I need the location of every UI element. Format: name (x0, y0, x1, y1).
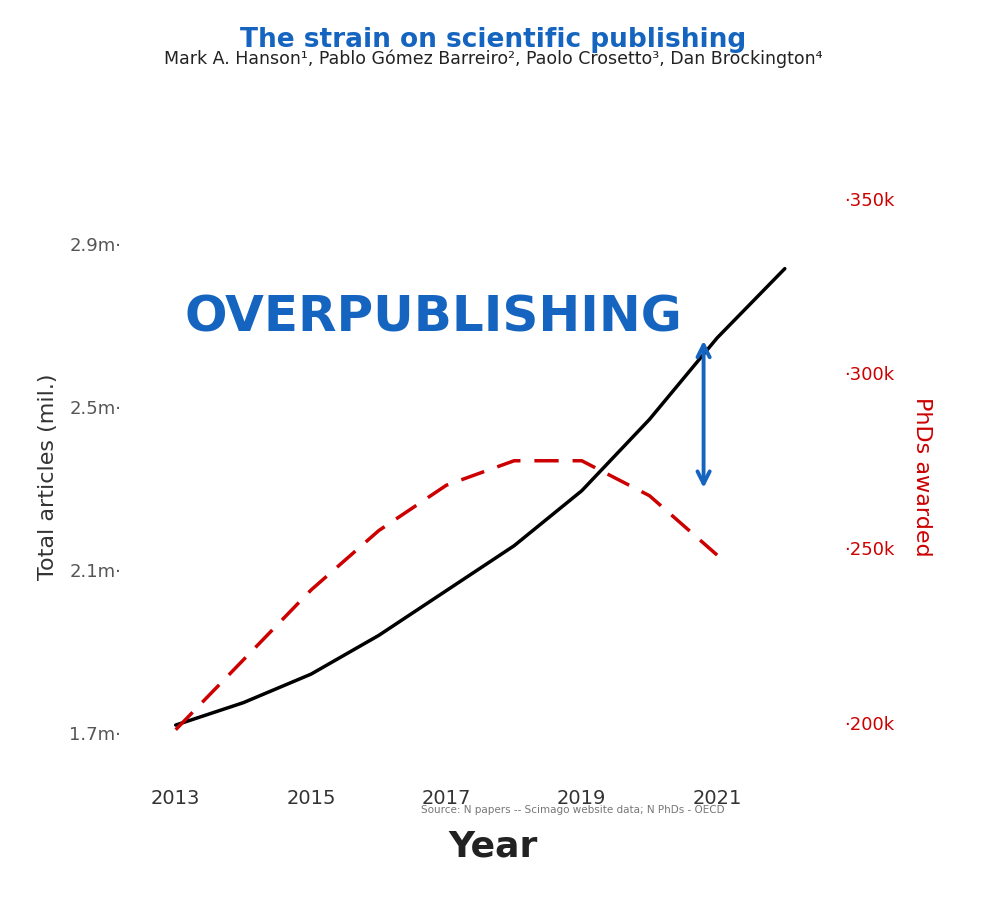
Text: OVERPUBLISHING: OVERPUBLISHING (184, 294, 682, 342)
Text: Year: Year (449, 829, 537, 863)
Text: Source: N papers -- Scimago website data; N PhDs - OECD: Source: N papers -- Scimago website data… (420, 805, 724, 814)
Y-axis label: Total articles (mil.): Total articles (mil.) (38, 373, 58, 580)
Text: The strain on scientific publishing: The strain on scientific publishing (241, 27, 745, 53)
Text: Mark A. Hanson¹, Pablo Gómez Barreiro², Paolo Crosetto³, Dan Brockington⁴: Mark A. Hanson¹, Pablo Gómez Barreiro², … (164, 49, 822, 68)
Y-axis label: PhDs awarded: PhDs awarded (911, 396, 931, 556)
